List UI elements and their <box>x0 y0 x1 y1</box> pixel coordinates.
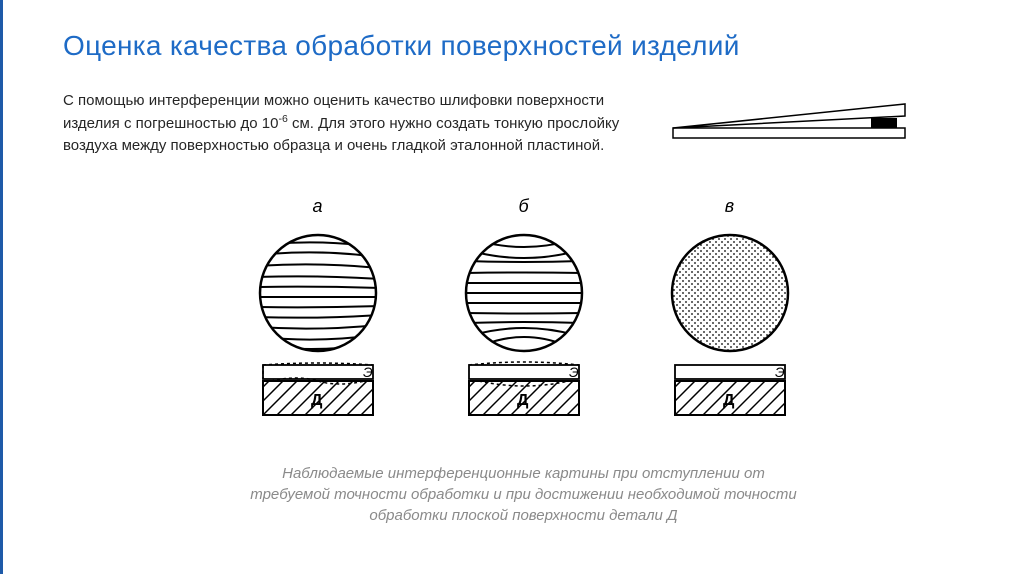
figure-b-plate-label: Э <box>569 364 579 380</box>
figure-c-plate-label: Э <box>775 364 785 380</box>
figure-b: б Э <box>449 196 599 433</box>
figure-a-label: а <box>312 196 322 217</box>
figure-a: а Э <box>243 196 393 433</box>
figure-c-block-label: Д <box>723 392 735 409</box>
figure-b-block-label: Д <box>517 392 529 409</box>
figure-b-label: б <box>518 196 528 217</box>
figure-row: а Э <box>63 196 984 433</box>
figure-caption: Наблюдаемые интерференционные картины пр… <box>244 463 804 526</box>
figure-b-svg: Э Д <box>449 223 599 433</box>
figure-a-block-label: Д <box>311 392 323 409</box>
body-paragraph: С помощью интерференции можно оценить ка… <box>63 90 623 156</box>
body-exponent: -6 <box>278 113 287 125</box>
slide-title: Оценка качества обработки поверхностей и… <box>63 30 984 62</box>
figure-c-label: в <box>725 196 734 217</box>
figure-a-svg: Э Д <box>243 223 393 433</box>
intro-row: С помощью интерференции можно оценить ка… <box>63 90 984 156</box>
figure-a-plate-label: Э <box>363 364 373 380</box>
figure-c-svg: Э Д <box>655 223 805 433</box>
wedge-diagram <box>671 98 911 142</box>
figure-c: в Э <box>655 196 805 433</box>
